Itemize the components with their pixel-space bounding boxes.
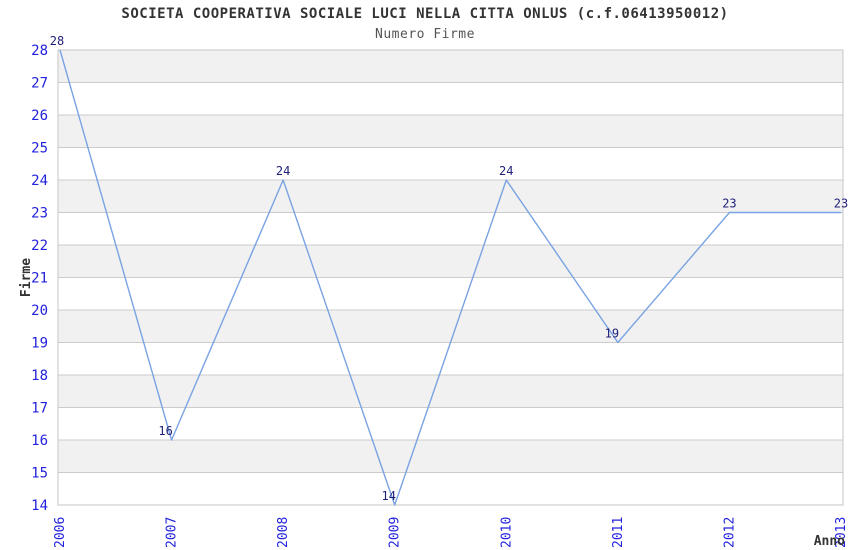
plot-bands (58, 50, 843, 473)
y-tick-label: 22 (31, 238, 48, 254)
y-tick-label: 15 (31, 466, 48, 482)
x-axis-tick-labels: 2006 2007 2008 2009 2010 2011 2012 2013 (53, 517, 849, 548)
y-axis-title: Firme (19, 258, 34, 297)
y-tick-label: 18 (31, 368, 48, 384)
data-point-label: 19 (605, 327, 619, 341)
y-tick-label: 28 (31, 43, 48, 59)
series-line (59, 49, 841, 506)
x-tick-label: 2010 (499, 517, 514, 548)
plot-border (57, 49, 844, 506)
data-point-label: 16 (158, 424, 172, 438)
x-tick-label: 2012 (722, 517, 737, 548)
x-tick-label: 2011 (611, 517, 626, 548)
y-tick-label: 20 (31, 303, 48, 319)
y-tick-label: 27 (31, 76, 48, 92)
y-tick-label: 26 (31, 108, 48, 124)
y-tick-label: 24 (31, 173, 48, 189)
gridlines (58, 49, 843, 506)
data-point-label: 28 (50, 34, 64, 48)
y-tick-label: 25 (31, 141, 48, 157)
chart-subtitle: Numero Firme (375, 27, 475, 42)
y-tick-label: 14 (31, 498, 48, 514)
data-point-label: 24 (276, 164, 290, 178)
x-tick-label: 2013 (834, 517, 849, 548)
x-axis-title: Anno (814, 534, 845, 549)
x-tick-label: 2009 (388, 517, 403, 548)
data-point-label: 23 (722, 197, 736, 211)
y-tick-label: 23 (31, 206, 48, 222)
y-tick-label: 16 (31, 433, 48, 449)
chart-title: SOCIETA COOPERATIVA SOCIALE LUCI NELLA C… (121, 6, 729, 22)
x-tick-label: 2006 (53, 517, 68, 548)
y-tick-label: 17 (31, 401, 48, 417)
data-point-label: 14 (381, 489, 395, 503)
data-point-label: 24 (499, 164, 513, 178)
y-axis-tick-labels: 14 15 16 17 18 19 20 21 22 23 24 25 26 27 28 (31, 43, 48, 514)
y-tick-label: 21 (31, 271, 48, 287)
data-labels: 28 16 24 14 24 19 23 23 (50, 34, 848, 503)
data-point-label: 23 (834, 197, 848, 211)
x-tick-label: 2008 (276, 517, 291, 548)
x-tick-label: 2007 (165, 517, 180, 548)
y-tick-label: 19 (31, 336, 48, 352)
